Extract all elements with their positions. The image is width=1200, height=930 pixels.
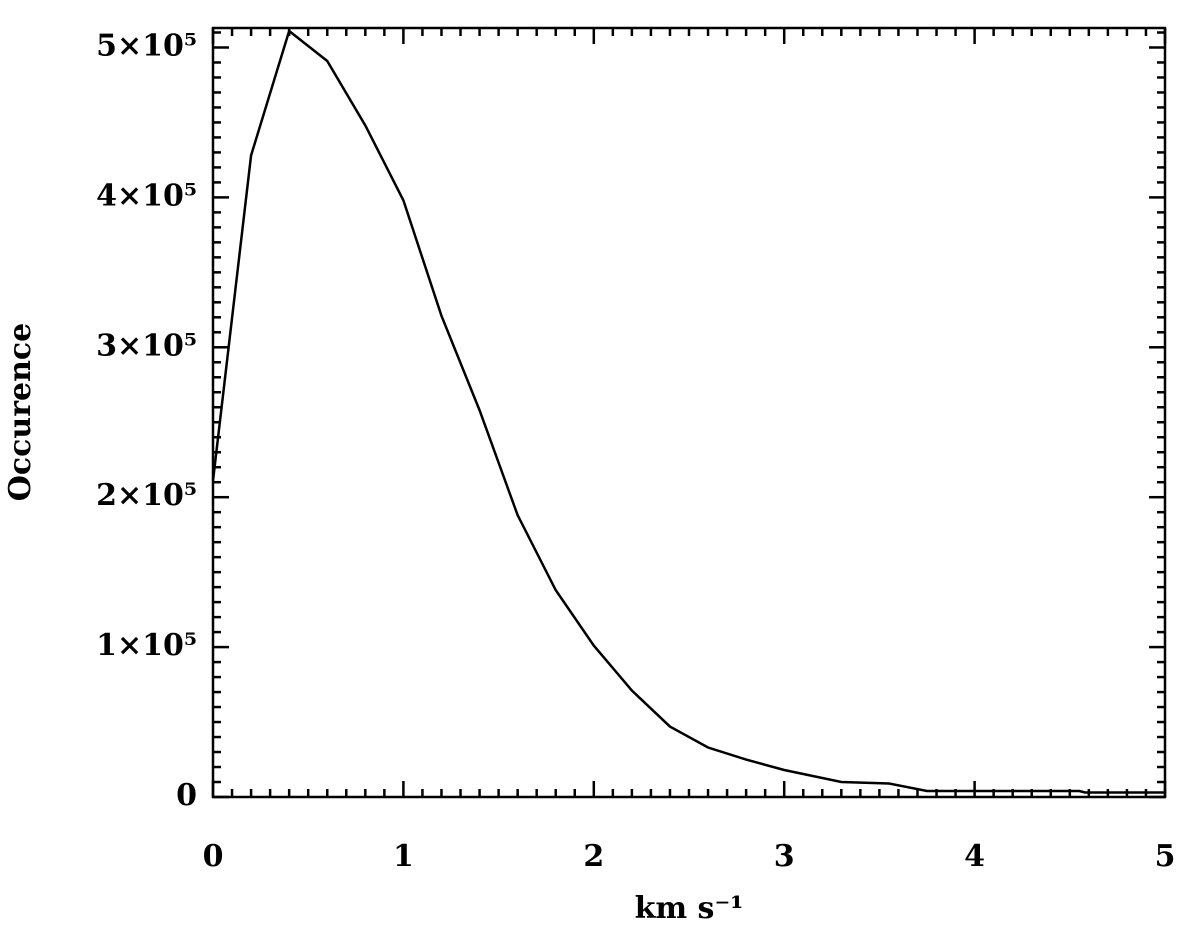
x-tick-label: 4 (964, 839, 985, 874)
y-tick-label: 4×10⁵ (96, 178, 197, 213)
y-tick-label: 1×10⁵ (96, 628, 197, 663)
x-tick-label: 1 (393, 839, 414, 874)
x-tick-label: 0 (203, 839, 224, 874)
x-tick-label: 2 (583, 839, 604, 874)
x-tick-label: 3 (774, 839, 795, 874)
y-tick-label: 5×10⁵ (96, 28, 197, 63)
x-axis-label: km s⁻¹ (635, 891, 744, 926)
x-tick-label: 5 (1155, 839, 1176, 874)
y-tick-label: 2×10⁵ (96, 478, 197, 513)
y-axis-label: Occurence (3, 323, 38, 502)
data-line (211, 28, 1165, 794)
plot-frame (211, 26, 1167, 799)
y-tick-label: 0 (176, 778, 197, 813)
y-tick-label: 3×10⁵ (96, 328, 197, 363)
